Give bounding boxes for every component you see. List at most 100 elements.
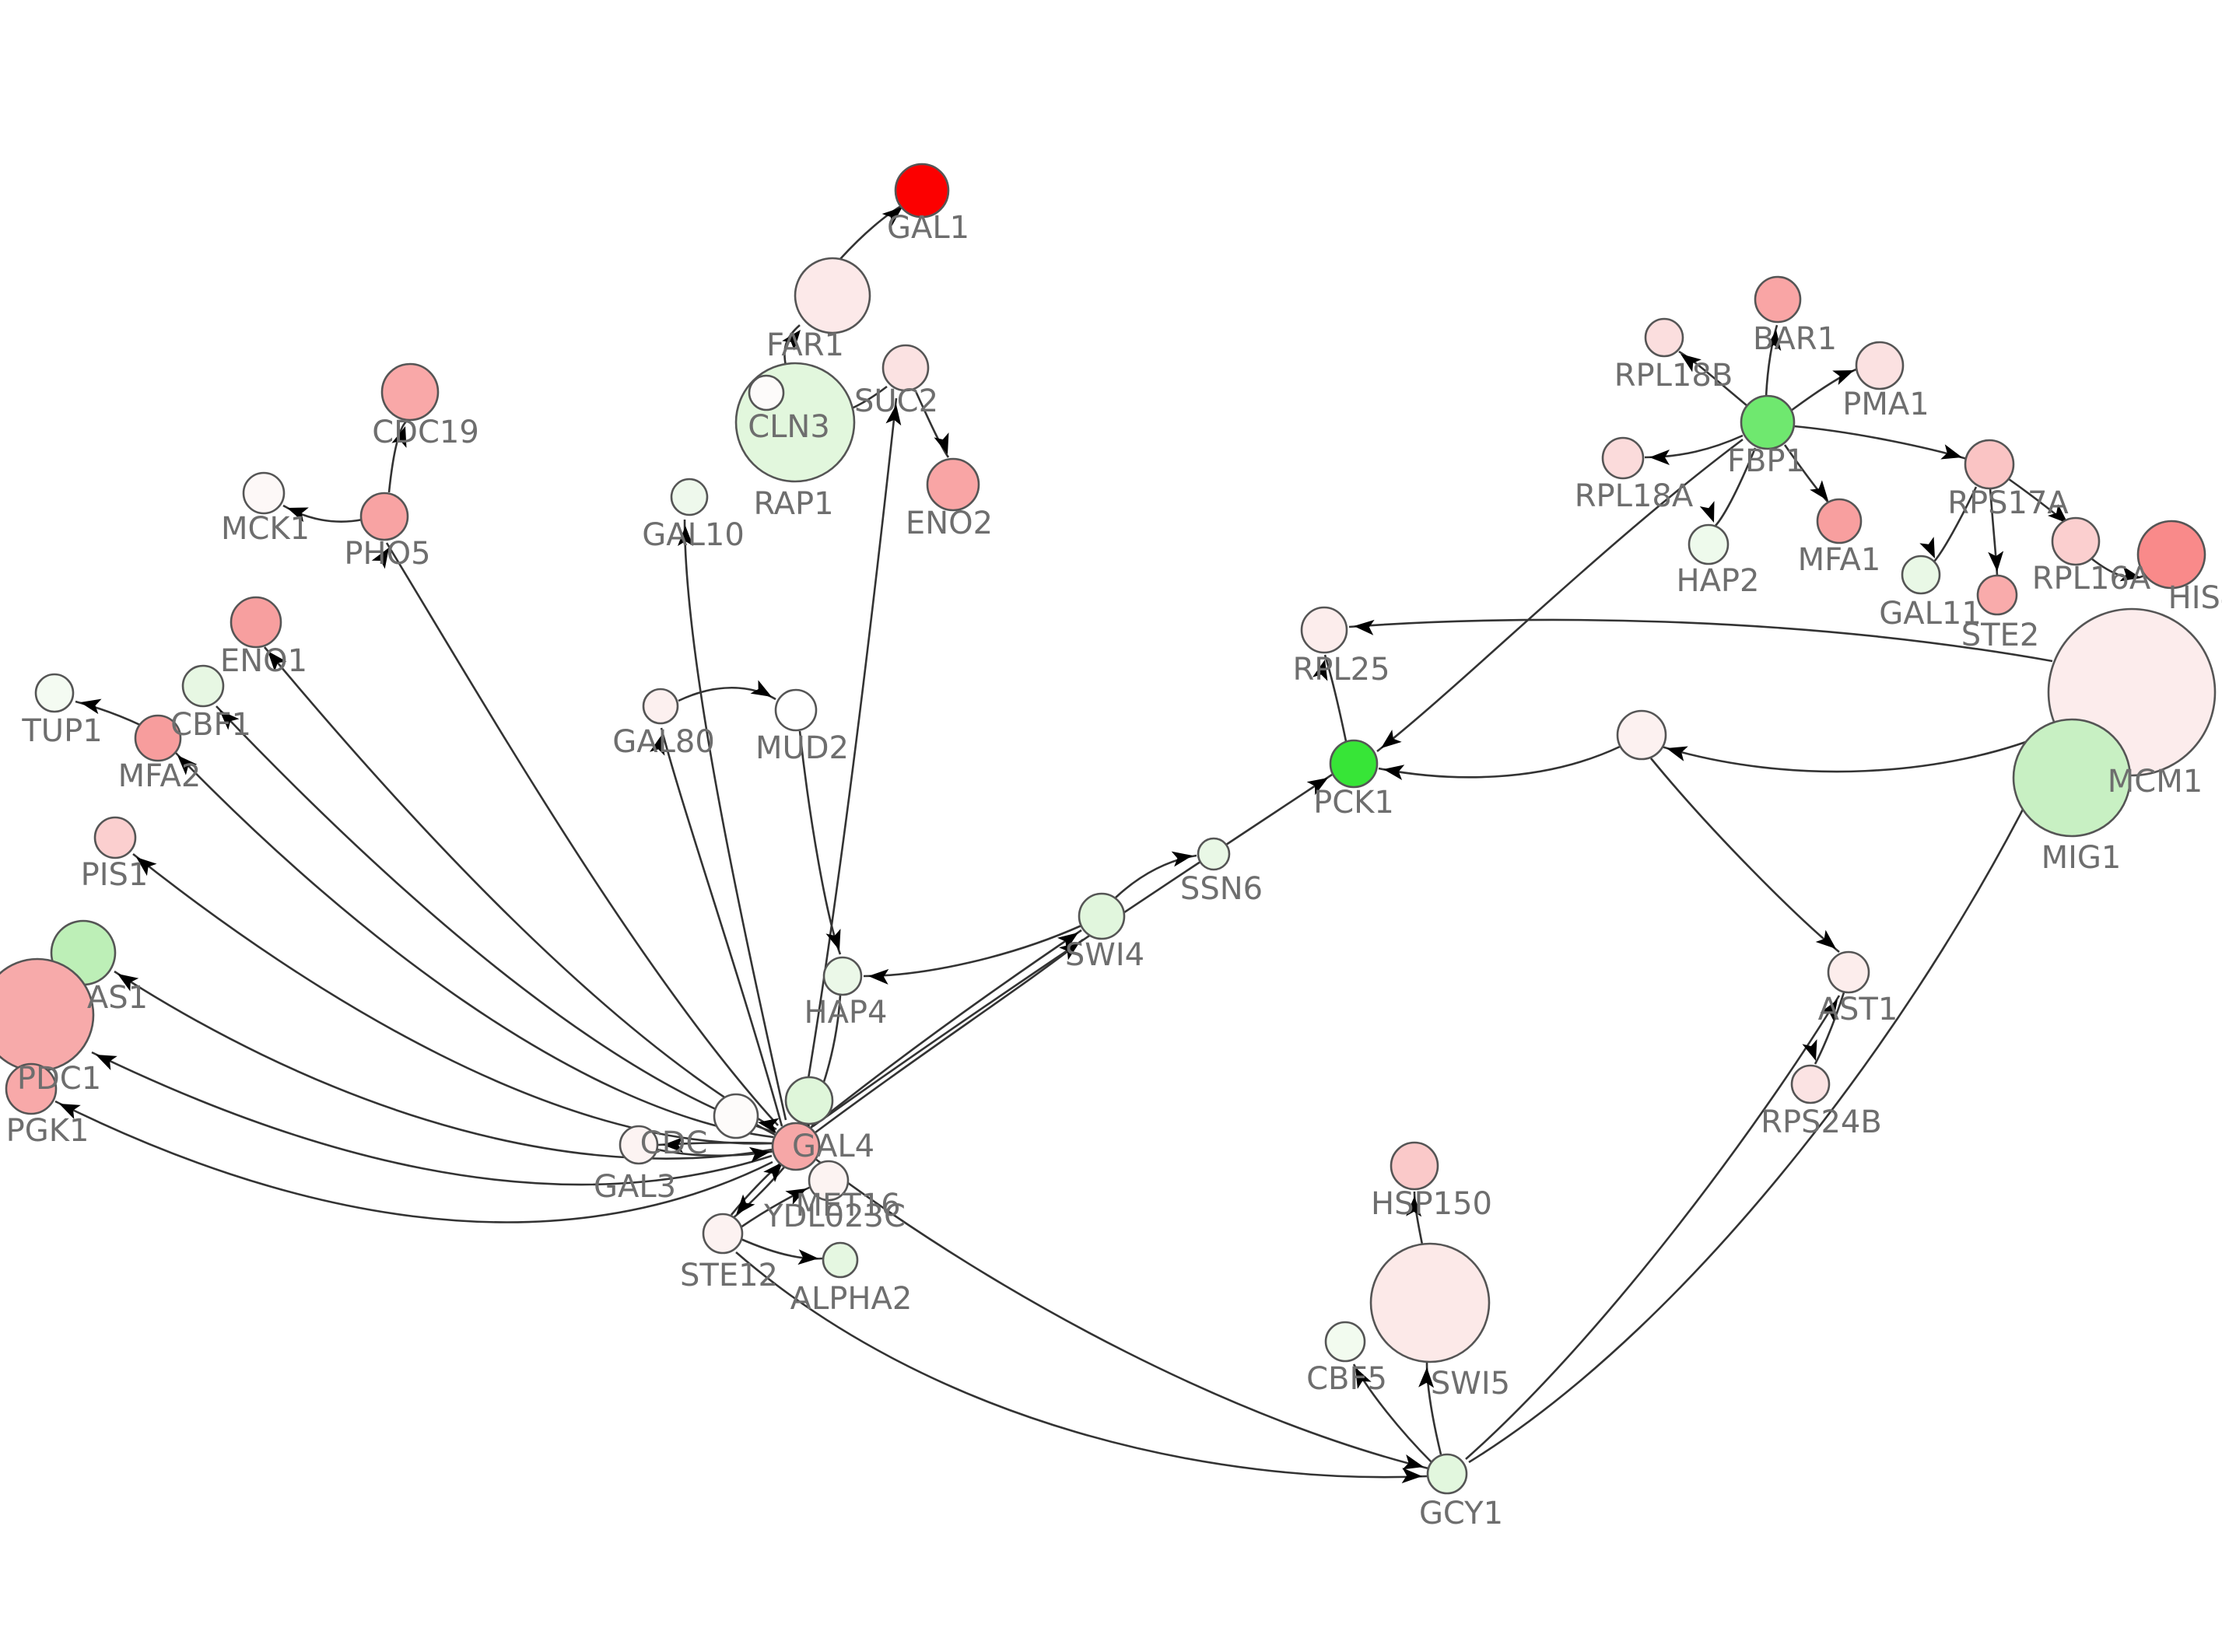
node-rpl18a[interactable]	[1601, 436, 1645, 480]
node-mfa1[interactable]	[1816, 498, 1863, 544]
node-gal11[interactable]	[1901, 555, 1941, 595]
node-rpl25[interactable]	[1300, 606, 1348, 654]
node-bar1[interactable]	[1754, 275, 1802, 324]
node-swi4[interactable]	[1078, 892, 1126, 940]
node-hap2[interactable]	[1688, 523, 1730, 565]
arrowhead-UNLAB1-to-PCK1	[1383, 765, 1405, 780]
edge-GAL4-to-STE12	[732, 1163, 788, 1220]
edge-GAL4-to-MFA2	[173, 751, 774, 1139]
node-gal1[interactable]	[894, 163, 950, 219]
arrowhead-UNLAB1-to-AST1	[1815, 929, 1836, 949]
node-label-hap2: HAP2	[1676, 563, 1759, 599]
arrowhead-PCK1-to-RPL25	[1313, 660, 1328, 681]
node-pma1[interactable]	[1855, 341, 1905, 390]
node-met16[interactable]	[784, 1076, 834, 1125]
node-his4[interactable]	[2136, 520, 2206, 590]
arrowhead-GAL4-to-GCY1	[1402, 1454, 1424, 1470]
node-label-pck1: PCK1	[1313, 785, 1394, 821]
arrowhead-FBP1-to-HAP2	[1699, 501, 1715, 523]
node-label-hsp150: HSP150	[1371, 1186, 1492, 1222]
node-cbf1[interactable]	[181, 664, 225, 708]
node-label-eno1: ENO1	[220, 643, 307, 679]
node-label-cdc19: CDC19	[372, 415, 479, 450]
edge-UNLAB1-to-PCK1	[1378, 745, 1621, 779]
node-hsp150[interactable]	[1390, 1141, 1439, 1191]
arrowhead-RPL16A-to-HIS4	[2119, 565, 2141, 582]
node-mud2[interactable]	[774, 688, 818, 732]
arrowhead-GAL80-to-MUD2	[750, 680, 772, 697]
node-ste12[interactable]	[702, 1213, 744, 1255]
node-label-bar1: BAR1	[1753, 321, 1837, 357]
node-rpl18b[interactable]	[1644, 317, 1684, 358]
node-ydl023c[interactable]	[808, 1160, 850, 1202]
edge-FBP1-to-BAR1	[1765, 324, 1779, 397]
node-mck1[interactable]	[242, 471, 286, 515]
node-swi5[interactable]	[1369, 1242, 1491, 1363]
edge-GAL4-to-GCY1	[815, 1157, 1429, 1470]
node-gal3[interactable]	[619, 1125, 659, 1165]
node-hap4[interactable]	[822, 956, 863, 996]
node-gal4[interactable]	[771, 1122, 821, 1171]
node-label-hap4: HAP4	[804, 995, 887, 1031]
node-label-ssn6: SSN6	[1180, 871, 1263, 907]
node-suc2[interactable]	[881, 344, 930, 392]
edge-GAL4-to-SUC2	[800, 397, 898, 1121]
node-label-rpl18a: RPL18A	[1575, 478, 1694, 514]
arrowhead-STE12-to-GCY1	[1401, 1468, 1422, 1484]
edge-GAL4-to-SWI4b	[815, 938, 1084, 1134]
node-label-gal4: GAL4	[792, 1129, 874, 1164]
node-tup1[interactable]	[34, 673, 75, 713]
arrowhead-GAL4-to-GAL10	[678, 526, 693, 546]
node-far1[interactable]	[794, 257, 871, 334]
node-label-pma1: PMA1	[1842, 387, 1929, 422]
node-gal80[interactable]	[642, 688, 679, 725]
node-eno2[interactable]	[926, 457, 980, 512]
edge-FBP1-to-MFA1	[1783, 444, 1831, 505]
node-label-swi4: SWI4	[1065, 937, 1144, 973]
edge-MCM1-to-UNLAB1	[1661, 730, 2055, 773]
arrowhead-FBP1-to-MFA1	[1810, 480, 1828, 501]
arrowhead-GAL4-to-MFA2	[177, 755, 198, 775]
node-ast1[interactable]	[1827, 950, 1870, 994]
node-rps17a[interactable]	[1964, 439, 2015, 490]
node-rpl16a[interactable]	[2051, 516, 2101, 566]
arrowhead-FAR1-to-GAL1	[881, 207, 902, 226]
arrowhead-FBP1-to-BAR1	[1765, 330, 1782, 352]
node-unlab1[interactable]	[1616, 709, 1667, 761]
arrowhead-GAL4-to-CBF1	[219, 710, 240, 730]
node-cdc39[interactable]	[713, 1093, 759, 1139]
node-ssn6[interactable]	[1197, 837, 1231, 871]
edge-MCM1-to-RPL25b	[1348, 618, 2053, 663]
node-ste2[interactable]	[1976, 574, 2018, 616]
node-alpha2[interactable]	[822, 1241, 859, 1279]
node-label-swi5: SWI5	[1431, 1366, 1510, 1402]
edge-GAL4-to-ENO1	[264, 646, 777, 1131]
node-pho5[interactable]	[359, 492, 409, 541]
node-pgk1[interactable]	[5, 1062, 58, 1115]
node-cdc19[interactable]	[380, 362, 440, 422]
arrowhead-GAL4-to-ENO1	[268, 651, 287, 672]
node-rps24b[interactable]	[1790, 1064, 1831, 1104]
node-rap1[interactable]	[748, 374, 785, 411]
node-cbf5[interactable]	[1324, 1321, 1366, 1363]
arrowhead-GAL4-to-PDC1	[96, 1055, 117, 1071]
node-label-ste12: STE12	[680, 1258, 778, 1293]
node-label-suc2: SUC2	[854, 383, 938, 419]
arrowhead-PHO5-to-MCK1	[287, 507, 309, 523]
node-pck1[interactable]	[1329, 739, 1379, 789]
node-mfa2[interactable]	[134, 714, 182, 762]
arrowhead-FBP1-to-RPS17A	[1940, 444, 1962, 460]
arrowhead-MFA2-to-TUP1	[80, 698, 102, 715]
node-eno1[interactable]	[230, 596, 282, 649]
node-pis1[interactable]	[93, 816, 137, 859]
node-fbp1[interactable]	[1740, 394, 1796, 450]
node-mig1[interactable]	[2012, 718, 2132, 838]
node-label-rpl16a: RPL16A	[2032, 561, 2151, 597]
edge-AST1-to-RPS24B	[1814, 992, 1845, 1065]
edge-GAL4-to-PIS1	[132, 852, 773, 1145]
node-gal10[interactable]	[670, 478, 709, 516]
node-gcy1[interactable]	[1426, 1453, 1468, 1495]
arrowhead-GAL4-to-GAL3	[663, 1137, 683, 1153]
